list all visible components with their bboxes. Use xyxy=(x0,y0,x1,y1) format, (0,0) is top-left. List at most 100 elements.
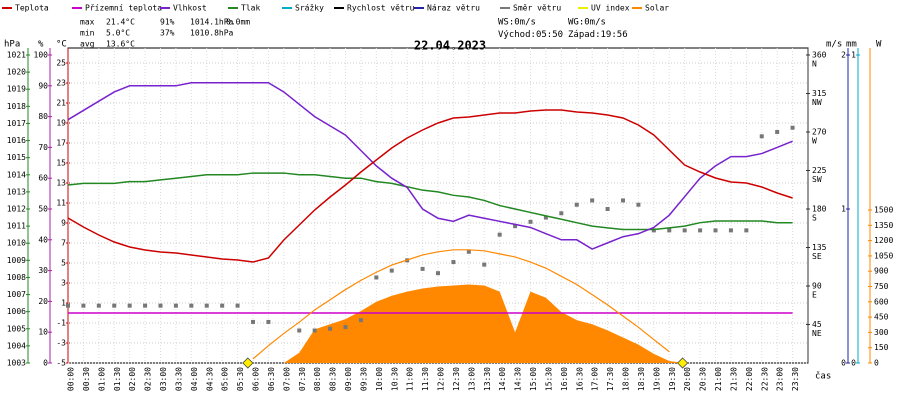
y-tick-label: 1011 xyxy=(7,222,26,231)
stat-value: 1014.1hPa xyxy=(190,18,234,27)
line xyxy=(67,109,793,263)
point xyxy=(251,319,255,324)
y-tick-label: 1003 xyxy=(7,359,26,368)
x-tick-label: 20:30 xyxy=(699,367,708,391)
sun-time: Východ:05:50 xyxy=(498,30,563,40)
direction-label: NW xyxy=(812,98,822,107)
y-tick-label: 225 xyxy=(812,166,827,175)
legend-label: Solar xyxy=(645,4,669,13)
y-tick-label: 50 xyxy=(38,205,48,214)
x-tick-label: 04:00 xyxy=(190,367,199,391)
x-tick-label: 19:30 xyxy=(668,367,677,391)
sun-value: 05:50 xyxy=(536,30,563,40)
point xyxy=(713,228,718,233)
y-tick-label: 45 xyxy=(812,320,822,329)
x-tick-label: 05:30 xyxy=(236,367,245,391)
y-tick-label: 21 xyxy=(56,99,66,108)
solar-max-line xyxy=(252,249,670,360)
y-tick-label: 19 xyxy=(56,119,66,128)
x-tick-label: 18:00 xyxy=(622,367,631,391)
x-tick-label: 13:30 xyxy=(483,367,492,391)
y-tick-label: 25 xyxy=(56,59,66,68)
x-tick-label: 17:00 xyxy=(591,367,600,391)
stat-value: 21.4°C xyxy=(106,18,135,27)
stat-value: 1010.8hPa xyxy=(190,29,234,38)
x-axis-label: čas xyxy=(815,371,831,382)
x-tick-label: 03:00 xyxy=(159,367,168,391)
x-tick-label: 08:00 xyxy=(313,367,322,391)
y-tick-label: 1500 xyxy=(874,206,893,215)
direction-label: NE xyxy=(812,329,822,338)
y-tick-label: 1007 xyxy=(7,290,26,299)
y-tick-label: 300 xyxy=(874,328,889,337)
direction-label: E xyxy=(812,291,817,300)
x-tick-label: 19:00 xyxy=(652,367,661,391)
point xyxy=(173,303,178,308)
x-tick-label: 07:00 xyxy=(282,367,291,391)
point xyxy=(266,319,271,324)
point xyxy=(358,318,363,323)
legend-label: Vlhkost xyxy=(173,4,207,13)
y-tick-label: 1019 xyxy=(7,85,26,94)
y-tick-label: 1200 xyxy=(874,236,893,245)
point xyxy=(328,326,333,331)
x-tick-label: 01:30 xyxy=(113,367,122,391)
point xyxy=(651,228,656,233)
stat-label: max xyxy=(80,18,95,27)
point xyxy=(790,125,795,130)
y-tick-label: 90 xyxy=(812,282,822,291)
y-tick-label: 750 xyxy=(874,282,889,291)
y-tick-label: 1017 xyxy=(7,119,26,128)
point xyxy=(389,268,394,273)
axis-unit: W xyxy=(876,40,882,50)
point xyxy=(220,303,225,308)
x-tick-label: 10:30 xyxy=(390,367,399,391)
x-tick-label: 11:30 xyxy=(421,367,430,391)
x-tick-label: 22:00 xyxy=(745,367,754,391)
x-tick-label: 02:30 xyxy=(144,367,153,391)
x-tick-label: 07:30 xyxy=(298,367,307,391)
axis-unit: % xyxy=(38,40,44,50)
x-tick-label: 23:00 xyxy=(776,367,785,391)
x-tick-label: 05:00 xyxy=(221,367,230,391)
legend-label: Srážky xyxy=(295,4,324,13)
y-tick-label: 1 xyxy=(851,51,856,60)
x-tick-label: 17:30 xyxy=(606,367,615,391)
point xyxy=(636,202,641,207)
x-tick-label: 20:00 xyxy=(683,367,692,391)
legend-label: Náraz větru xyxy=(427,4,480,13)
direction-label: W xyxy=(812,137,817,146)
stat-value: 37% xyxy=(160,29,175,38)
y-tick-label: -1 xyxy=(56,319,66,328)
point xyxy=(112,303,117,308)
y-tick-label: 1014 xyxy=(7,170,26,179)
axis-unit: m/s xyxy=(826,40,842,50)
wind-gust: WG:0m/s xyxy=(568,18,606,28)
y-tick-label: 0 xyxy=(874,359,879,368)
axis-unit: °C xyxy=(56,40,67,50)
y-tick-label: 1012 xyxy=(7,205,26,214)
stat-label: avg xyxy=(80,40,95,49)
x-tick-label: 01:00 xyxy=(97,367,106,391)
y-tick-label: 3 xyxy=(61,279,66,288)
point xyxy=(667,228,672,233)
y-tick-label: 15 xyxy=(56,159,66,168)
legend-label: UV index xyxy=(591,4,630,13)
y-tick-label: 1021 xyxy=(7,51,26,60)
x-tick-label: 02:00 xyxy=(128,367,137,391)
point xyxy=(682,228,687,233)
point xyxy=(297,328,302,333)
y-tick-label: 1004 xyxy=(7,341,26,350)
x-tick-label: 16:30 xyxy=(575,367,584,391)
stat-value: 13.6°C xyxy=(106,40,135,49)
point xyxy=(744,228,749,233)
y-tick-label: 900 xyxy=(874,267,889,276)
direction-label: SW xyxy=(812,175,822,184)
x-tick-label: 14:00 xyxy=(498,367,507,391)
stat-value: 5.0°C xyxy=(106,29,130,38)
legend-label: Přízemní teplota xyxy=(85,4,162,13)
y-tick-label: 270 xyxy=(812,128,827,137)
direction-label: N xyxy=(812,60,817,69)
x-tick-label: 12:00 xyxy=(437,367,446,391)
